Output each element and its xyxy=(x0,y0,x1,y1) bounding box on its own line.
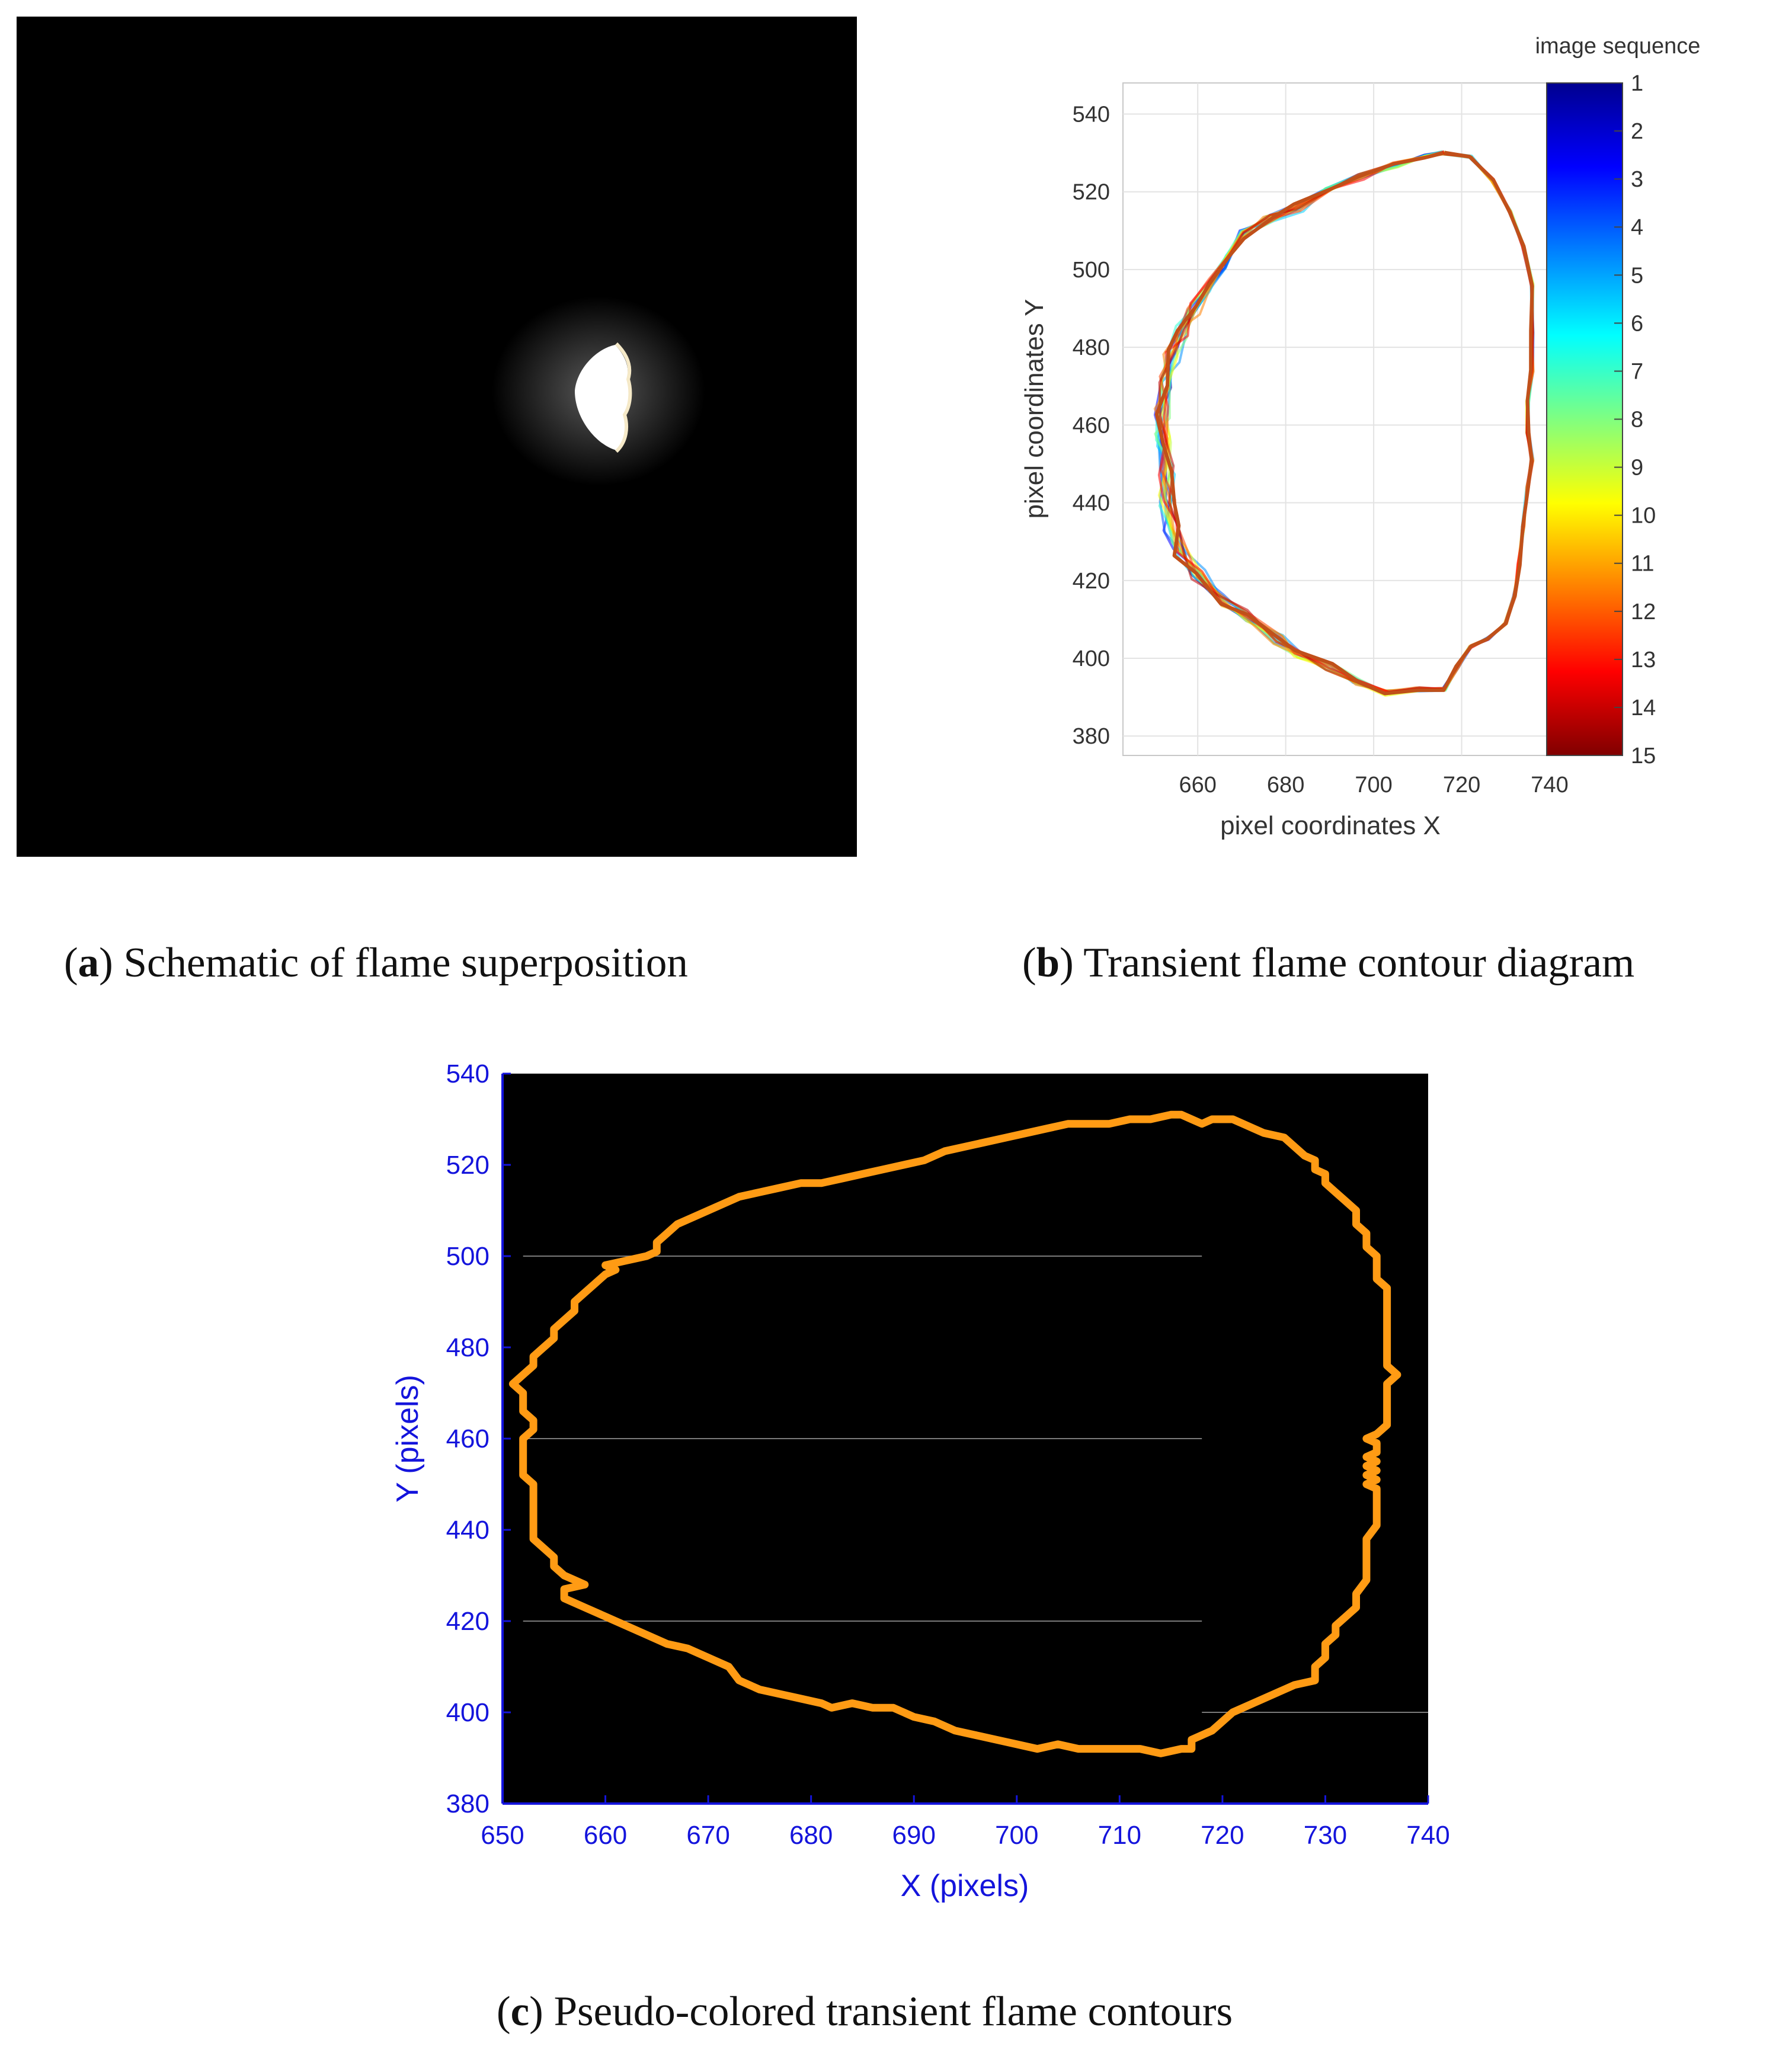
chart-c-x-tick-label: 720 xyxy=(1201,1821,1244,1850)
chart-b-x-tick-label: 660 xyxy=(1179,773,1216,798)
chart-c-y-tick-label: 540 xyxy=(446,1059,489,1088)
caption-c-letter: c xyxy=(511,1988,530,2035)
chart-b-y-tick-label: 420 xyxy=(1073,569,1110,594)
colorbar-tick-label: 7 xyxy=(1631,359,1643,384)
chart-b-y-tick-label: 400 xyxy=(1073,646,1110,671)
chart-c-x-tick-label: 690 xyxy=(892,1821,936,1850)
chart-c-x-tick-label: 650 xyxy=(481,1821,524,1850)
colorbar-tick-label: 9 xyxy=(1631,456,1643,481)
chart-b-ticks: 660 680 700 720 740 380 400 420 440 460 480 500 520 5… xyxy=(1073,102,1569,798)
chart-b-y-tick-label: 500 xyxy=(1073,258,1110,283)
chart-c-y-tick-label: 520 xyxy=(446,1151,489,1180)
chart-b-y-tick-label: 540 xyxy=(1073,102,1110,127)
colorbar-tick-label: 3 xyxy=(1631,167,1643,192)
colorbar-tick-label: 2 xyxy=(1631,119,1643,144)
caption-c-text: ) Pseudo-colored transient flame contour… xyxy=(529,1988,1233,2035)
chart-c-x-tick-label: 680 xyxy=(789,1821,833,1850)
chart-c-contour-line xyxy=(508,1110,1401,1757)
chart-c-x-tick-label: 740 xyxy=(1406,1821,1449,1850)
chart-b-y-tick-label: 380 xyxy=(1073,724,1110,749)
chart-c-x-tick-label: 710 xyxy=(1098,1821,1141,1850)
chart-c-y-tick-label: 440 xyxy=(446,1516,489,1545)
caption-b-letter: b xyxy=(1036,940,1060,986)
chart-b-series xyxy=(1153,150,1535,697)
chart-c-y-axis-label: Y (pixels) xyxy=(391,1375,425,1503)
caption-a-text: ) Schematic of flame superposition xyxy=(99,940,688,986)
colorbar-tick-label: 14 xyxy=(1631,696,1656,720)
chart-c-series xyxy=(508,1110,1401,1757)
colorbar xyxy=(1546,82,1623,756)
chart-c-y-tick-label: 400 xyxy=(446,1698,489,1727)
colorbar-tick-label: 8 xyxy=(1631,408,1643,433)
caption-a-letter: a xyxy=(78,940,100,986)
chart-c-y-tick-label: 480 xyxy=(446,1333,489,1362)
chart-b-y-tick-label: 520 xyxy=(1073,180,1110,205)
chart-c-y-tick-label: 420 xyxy=(446,1607,489,1636)
panel-a-photo xyxy=(17,17,857,857)
chart-c-x-tick-label: 730 xyxy=(1304,1821,1347,1850)
chart-c-y-tick-label: 460 xyxy=(446,1424,489,1453)
colorbar-tick-label: 4 xyxy=(1631,215,1643,240)
flame-image xyxy=(575,345,629,450)
colorbar-tick-label: 15 xyxy=(1631,744,1656,768)
photo-background xyxy=(17,17,857,857)
colorbar-tick-label: 6 xyxy=(1631,311,1643,336)
caption-b-text: ) Transient flame contour diagram xyxy=(1060,940,1634,986)
chart-c-x-tick-label: 670 xyxy=(686,1821,729,1850)
caption-c: (c) Pseudo-colored transient flame conto… xyxy=(497,1988,1233,2035)
chart-c-y-tick-label: 380 xyxy=(446,1789,489,1818)
chart-b-x-axis-label: pixel coordinates X xyxy=(1220,811,1441,840)
chart-b-y-tick-label: 460 xyxy=(1073,413,1110,438)
colorbar-tick-label: 5 xyxy=(1631,263,1643,288)
chart-c-x-tick-label: 700 xyxy=(995,1821,1038,1850)
colorbar-tick-label: 10 xyxy=(1631,504,1656,529)
chart-c-y-tick-label: 500 xyxy=(446,1242,489,1271)
panel-c-chart: 650 660 670 680 690 700 710 720 730 740 380 400 420 4… xyxy=(391,1059,1450,1903)
colorbar-tick-label: 11 xyxy=(1631,552,1654,577)
chart-b-x-tick-label: 680 xyxy=(1267,773,1304,798)
colorbar-tick-label: 13 xyxy=(1631,648,1656,672)
chart-c-x-tick-label: 660 xyxy=(584,1821,627,1850)
chart-b-x-tick-label: 700 xyxy=(1355,773,1392,798)
chart-b-x-tick-label: 740 xyxy=(1531,773,1568,798)
chart-c-x-axis-label: X (pixels) xyxy=(901,1869,1029,1903)
colorbar-tick-label: 12 xyxy=(1631,600,1656,625)
colorbar-tick-label: 1 xyxy=(1631,71,1643,96)
panel-b-chart: 660 680 700 720 740 380 400 420 440 460 480 500 520 5… xyxy=(1020,34,1700,840)
flame-edge xyxy=(615,342,632,453)
caption-a: (a) Schematic of flame superposition xyxy=(64,940,688,986)
chart-b-contour-line xyxy=(1154,150,1534,696)
chart-c-ticks: 650 660 670 680 690 700 710 720 730 740 380 400 420 4… xyxy=(446,1059,1450,1850)
chart-b-y-tick-label: 440 xyxy=(1073,491,1110,516)
caption-b: (b) Transient flame contour diagram xyxy=(1022,940,1634,986)
chart-b-x-tick-label: 720 xyxy=(1443,773,1480,798)
chart-b-y-axis-label: pixel coordinates Y xyxy=(1020,299,1049,519)
colorbar-title: image sequence xyxy=(1535,34,1701,59)
chart-b-y-tick-label: 480 xyxy=(1073,335,1110,360)
